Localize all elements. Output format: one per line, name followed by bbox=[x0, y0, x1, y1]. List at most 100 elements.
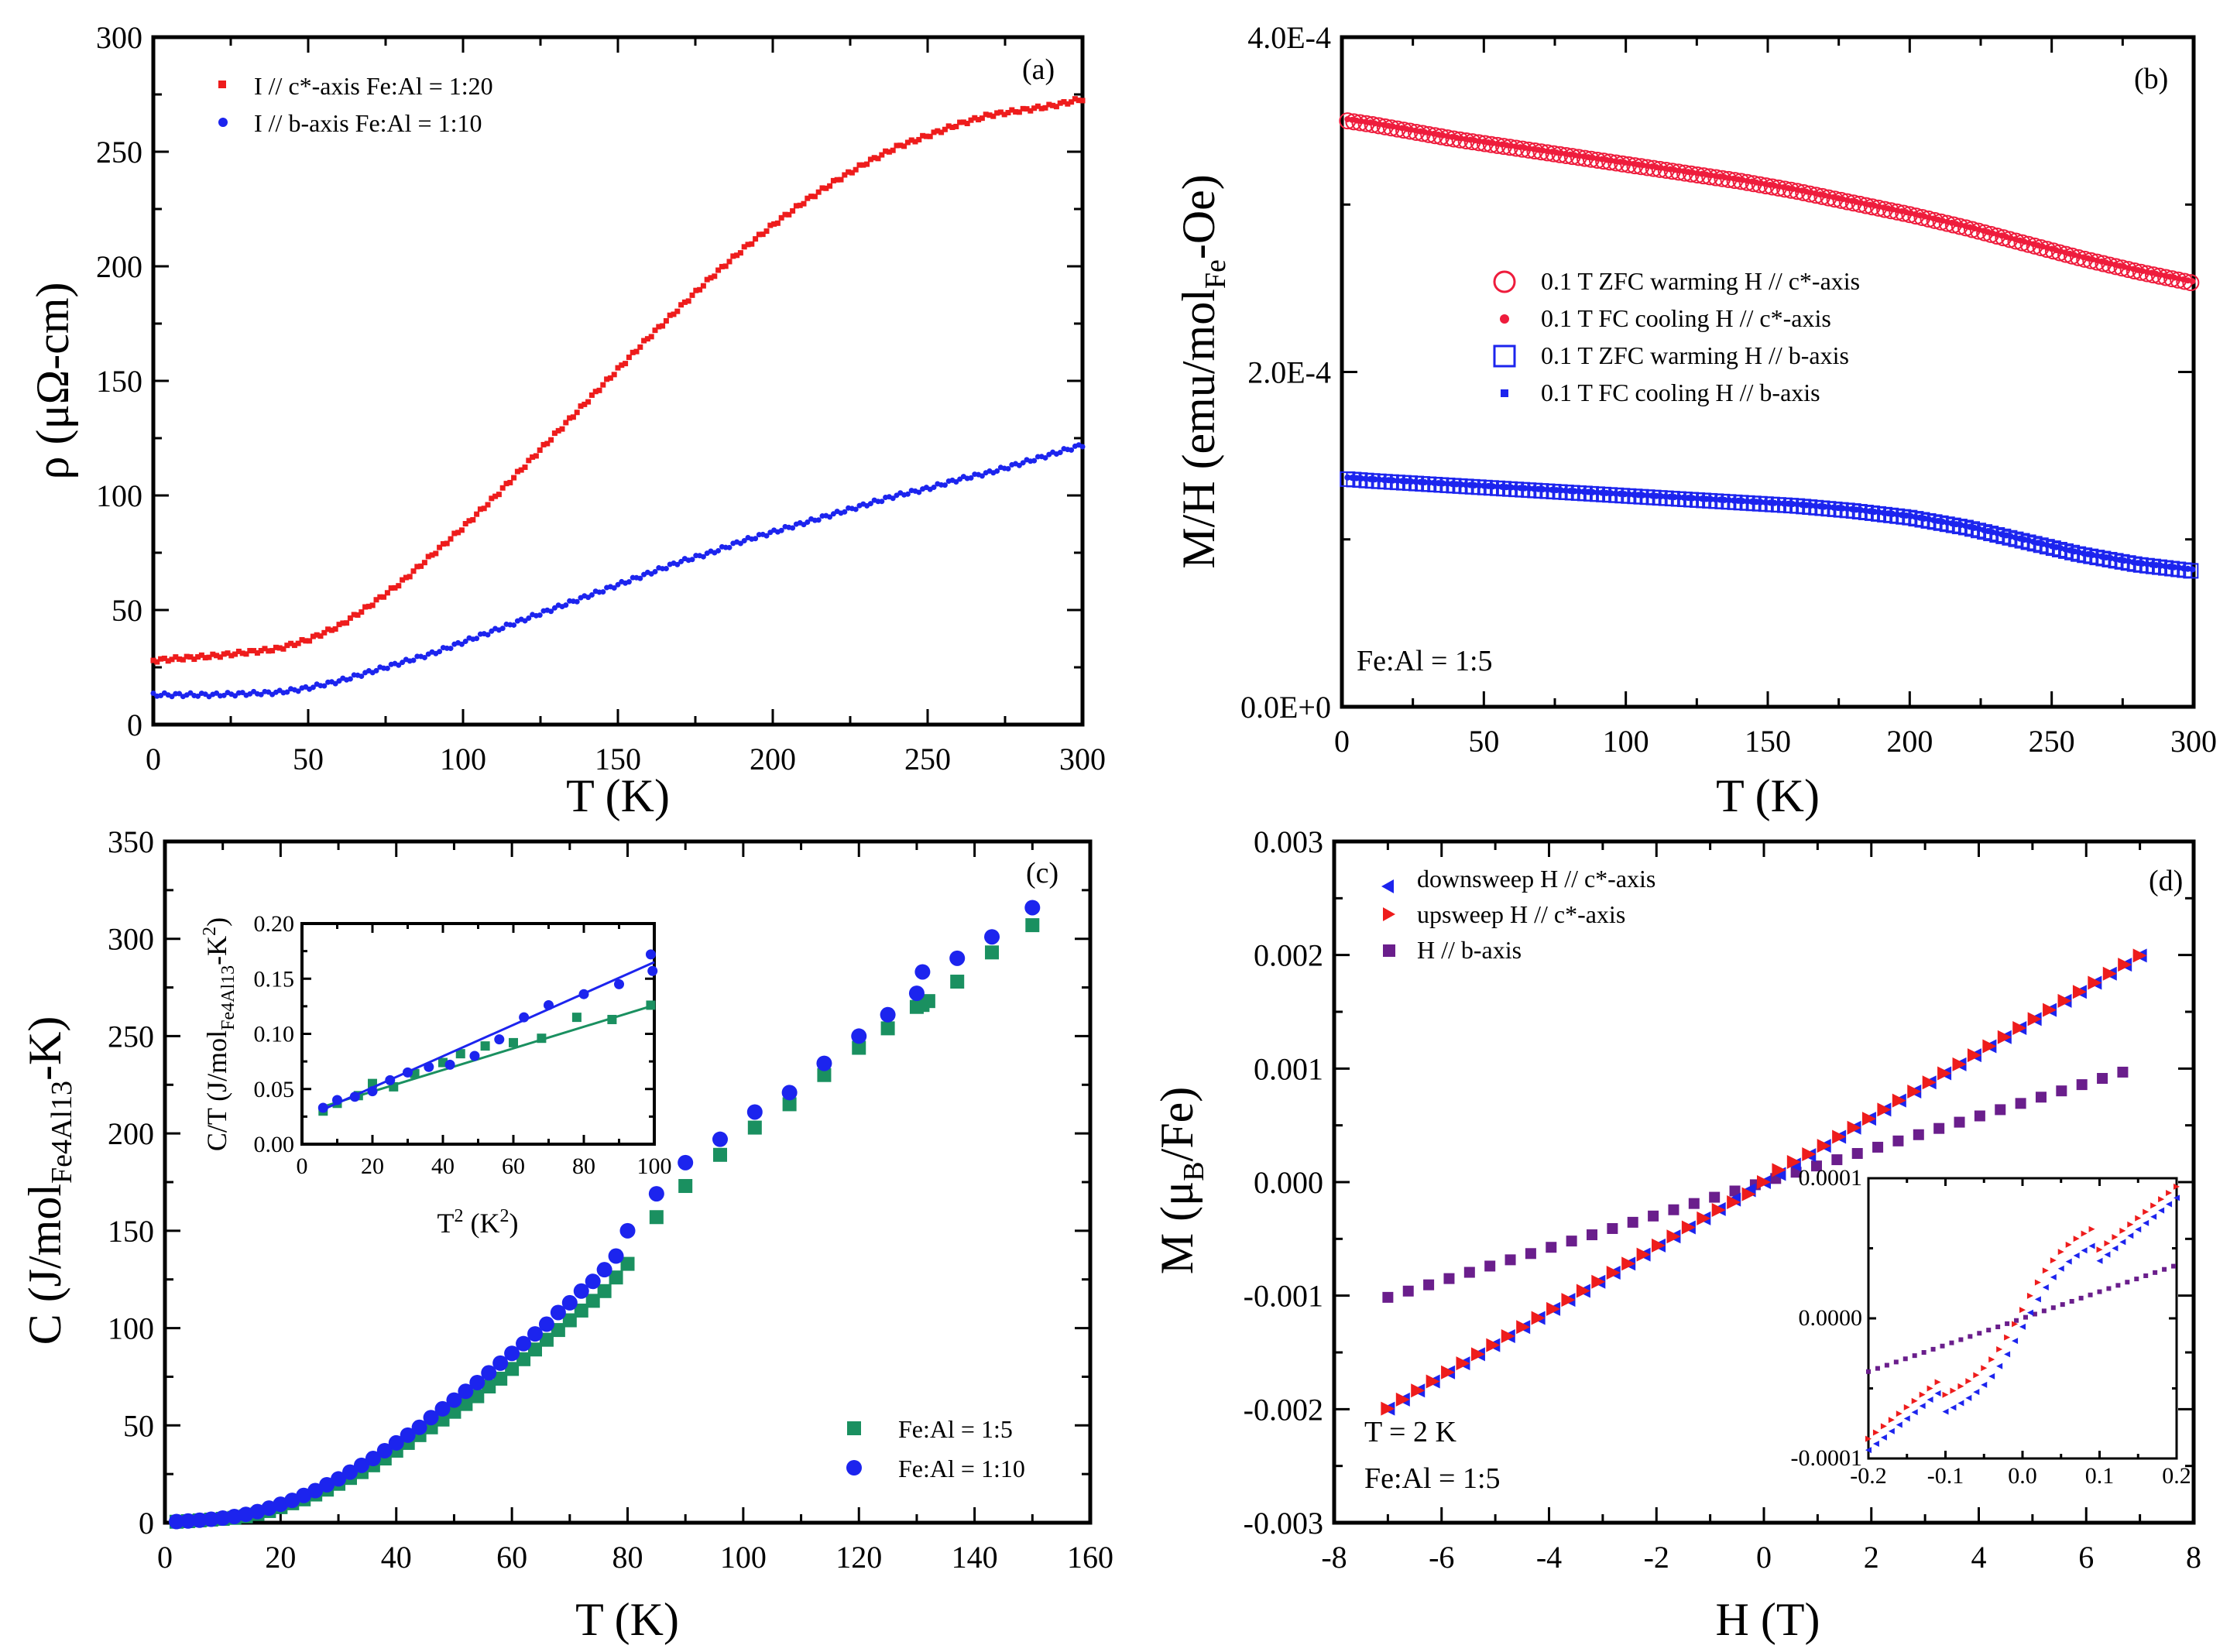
upsweep-point bbox=[1817, 1139, 1831, 1153]
fc-c-axis-point bbox=[1630, 160, 1637, 167]
b-axis-magnetization-point bbox=[1872, 1141, 1884, 1153]
rho-c-axis-point bbox=[154, 659, 160, 665]
fc-b-axis-point bbox=[1390, 477, 1396, 484]
inset-b-axis-point bbox=[1977, 1331, 1982, 1336]
rho-c-axis-point bbox=[685, 298, 691, 304]
fc-b-axis-point bbox=[1731, 497, 1737, 504]
fc-b-axis-point bbox=[2157, 562, 2164, 569]
inset-upsweep-point bbox=[1934, 1379, 1941, 1386]
rho-c-axis-point bbox=[945, 123, 952, 129]
heat-capacity-1-10-point bbox=[746, 1104, 763, 1120]
upsweep-point bbox=[1741, 1187, 1756, 1201]
rho-c-axis-point bbox=[303, 638, 309, 644]
inset-downsweep-point bbox=[2050, 1273, 2057, 1280]
y-tick-label: 300 bbox=[108, 922, 154, 957]
rho-c-axis-point bbox=[957, 119, 963, 125]
upsweep-point bbox=[2057, 993, 2072, 1008]
b-axis-magnetization-point bbox=[1913, 1129, 1924, 1140]
inset-upsweep-point bbox=[1988, 1356, 1995, 1363]
inset-upsweep-point bbox=[2096, 1246, 2103, 1253]
rho-c-axis-point bbox=[492, 493, 499, 499]
fc-b-axis-point bbox=[1508, 484, 1515, 491]
inset-upsweep-point bbox=[1896, 1410, 1902, 1417]
inset-downsweep-point bbox=[2143, 1219, 2150, 1226]
rho-c-axis-point bbox=[1016, 109, 1022, 115]
rho-c-axis-point bbox=[444, 540, 450, 547]
x-tick-label: 8 bbox=[2186, 1540, 2201, 1575]
inset-downsweep-point bbox=[2026, 1309, 2033, 1316]
b-axis-magnetization-point bbox=[1648, 1210, 1659, 1222]
inset-downsweep-point bbox=[1957, 1400, 1964, 1407]
rho-c-axis-point bbox=[741, 244, 747, 250]
inset-b-axis-point bbox=[1995, 1325, 2001, 1330]
fc-b-axis-point bbox=[1703, 495, 1710, 502]
inset-downsweep-point bbox=[2150, 1213, 2157, 1220]
panel-b-legend: 0.1 T ZFC warming H // c*-axis 0.1 T FC … bbox=[1493, 267, 1860, 406]
fc-c-axis-point bbox=[1726, 174, 1733, 181]
rho-c-axis-point bbox=[644, 336, 650, 342]
b-axis-magnetization-point bbox=[2056, 1085, 2067, 1097]
heat-capacity-1-10-point bbox=[238, 1506, 254, 1523]
rho-c-axis-point bbox=[964, 121, 970, 127]
rho-c-axis-point bbox=[210, 651, 216, 657]
fc-b-axis-point bbox=[1544, 486, 1551, 493]
rho-c-axis-point bbox=[983, 111, 989, 118]
upsweep-point bbox=[1621, 1256, 1636, 1271]
b-axis-magnetization-point bbox=[1423, 1279, 1435, 1290]
rho-c-axis-point bbox=[904, 139, 911, 146]
panel-b-data bbox=[1339, 112, 2200, 579]
fc-c-axis-point bbox=[1490, 139, 1497, 146]
panel-a: 0 50 100 150 200 250 300 0 50 100 150 200 250 300 (a)… bbox=[27, 20, 1106, 821]
fc-b-axis-point bbox=[1617, 490, 1624, 497]
fc-c-axis-point bbox=[1357, 118, 1364, 125]
fc-b-axis-point bbox=[1885, 510, 1892, 517]
fc-b-axis-point bbox=[1889, 510, 1896, 517]
rho-c-axis-point bbox=[667, 312, 673, 318]
panel-a-ylabel: ρ (μΩ-cm) bbox=[27, 283, 78, 480]
heat-capacity-1-10-point bbox=[191, 1512, 208, 1528]
heat-capacity-1-10-point bbox=[550, 1304, 566, 1321]
rho-b-axis-point bbox=[904, 491, 911, 497]
fc-b-axis-point bbox=[1717, 496, 1724, 503]
fc-b-axis-point bbox=[1558, 487, 1565, 494]
b-axis-magnetization-point bbox=[1525, 1248, 1536, 1260]
rho-c-axis-point bbox=[359, 609, 365, 615]
fc-c-axis-point bbox=[1658, 164, 1665, 171]
heat-capacity-1-5-point bbox=[747, 1120, 762, 1135]
rho-c-axis-point bbox=[325, 626, 331, 632]
inset-downsweep-point bbox=[2166, 1201, 2173, 1208]
fc-b-axis-point bbox=[1871, 509, 1878, 516]
legend-label-b-axis: I // b-axis Fe:Al = 1:10 bbox=[254, 109, 482, 137]
panel-c-inset-ticks: 0 20 40 60 80 100 0.00 0.05 0.10 0.15 0.20 bbox=[254, 911, 672, 1179]
upsweep-point bbox=[1922, 1075, 1937, 1090]
x-tick-label: 100 bbox=[637, 1153, 672, 1179]
fc-c-axis-point bbox=[1717, 173, 1724, 180]
rho-c-axis-point bbox=[455, 530, 461, 536]
rho-b-axis-point bbox=[600, 589, 606, 595]
inset-b-axis-point bbox=[2171, 1263, 2177, 1269]
inset-point-1-10 bbox=[469, 1050, 480, 1061]
rho-c-axis-point bbox=[496, 492, 502, 498]
upsweep-point bbox=[2072, 985, 2087, 999]
fc-b-axis-point bbox=[1894, 511, 1901, 518]
b-axis-magnetization-point bbox=[1402, 1285, 1414, 1297]
y-tick-label: 0.0000 bbox=[1799, 1305, 1863, 1331]
fc-c-axis-point bbox=[1580, 153, 1587, 160]
rho-c-axis-point bbox=[451, 530, 458, 536]
upsweep-point bbox=[1426, 1374, 1440, 1389]
inset-point-1-10 bbox=[444, 1059, 455, 1070]
upsweep-point bbox=[1681, 1220, 1696, 1235]
inset-downsweep-point bbox=[1942, 1408, 1949, 1415]
rho-c-axis-point bbox=[217, 654, 223, 660]
rho-c-axis-point bbox=[626, 355, 632, 361]
rho-c-axis-point bbox=[712, 273, 718, 279]
heat-capacity-1-10-point bbox=[608, 1248, 624, 1264]
fc-c-axis-point bbox=[1517, 144, 1524, 151]
rho-c-axis-point bbox=[1009, 107, 1015, 113]
rho-b-axis-point bbox=[968, 475, 974, 481]
y-tick-label: 0.10 bbox=[254, 1022, 295, 1047]
y-tick-label: 50 bbox=[123, 1408, 154, 1443]
panel-d: -8 -6 -4 -2 0 2 4 6 8-0.003-0.002-0.0010.0000.00… bbox=[1151, 824, 2201, 1645]
y-tick-label: 0.0E+0 bbox=[1240, 690, 1331, 725]
rho-c-axis-point bbox=[994, 110, 1000, 116]
